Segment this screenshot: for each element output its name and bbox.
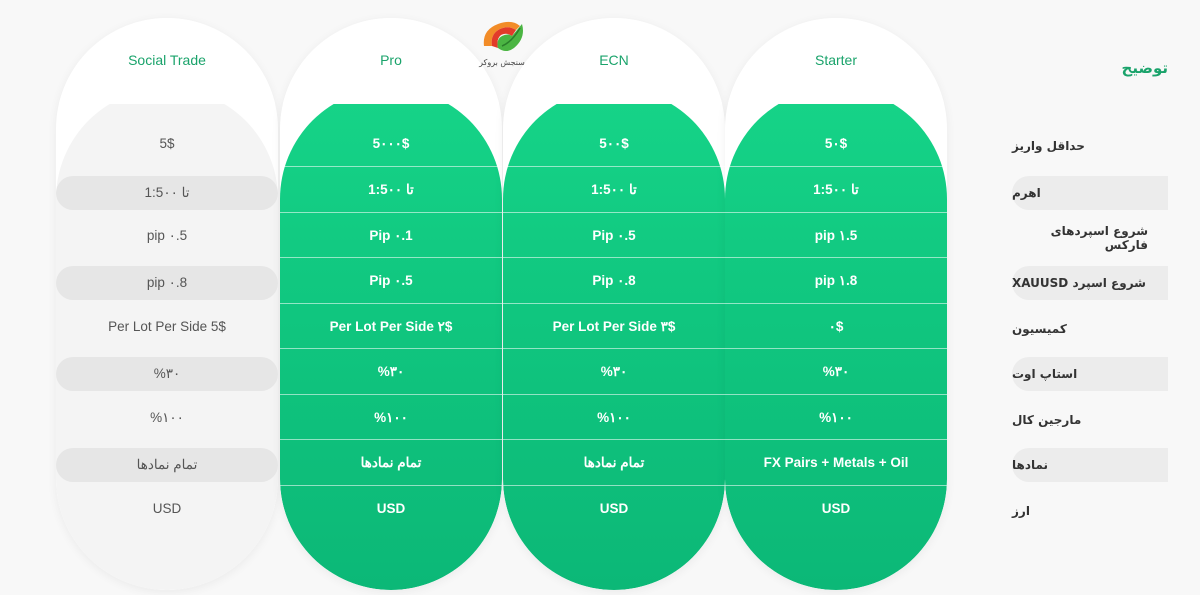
label-min-deposit: حداقل واریز [1012, 139, 1085, 153]
label-currency: ارز [1012, 504, 1030, 518]
column-header: Social Trade [56, 18, 278, 104]
cell-fx-spread: pip ۰.5 [146, 227, 188, 243]
cell-currency: USD [725, 485, 947, 531]
cell-commission: ۰$ [725, 303, 947, 349]
column-header: Pro [280, 18, 502, 104]
cell-stop-out: %۳۰ [56, 357, 278, 391]
cell-stop-out: %۳۰ [725, 348, 947, 394]
account-name: Social Trade [128, 52, 206, 68]
cell-min-deposit: 5۰$ [824, 135, 848, 151]
cell-commission: Per Lot Per Side ۳$ [503, 303, 725, 349]
description-title: توضیح [1121, 59, 1168, 77]
column-body: 5۰۰$ تا 1:5۰۰ Pip ۰.5 Pip ۰.8 Per Lot Pe… [503, 88, 725, 590]
cell-stop-out: %۳۰ [280, 348, 502, 394]
cell-min-deposit: 5$ [159, 136, 175, 151]
label-symbols: نمادها [1012, 448, 1168, 482]
label-leverage: اهرم [1012, 176, 1168, 210]
column-body: 5۰۰۰$ تا 1:5۰۰ Pip ۰.1 Pip ۰.5 Per Lot P… [280, 88, 502, 590]
label-xauusd-spread: شروع اسپرد XAUUSD [1012, 266, 1168, 300]
label-commission: کمیسیون [1012, 322, 1067, 336]
cell-min-deposit: 5۰۰۰$ [372, 135, 410, 151]
account-column-pro: Pro 5۰۰۰$ تا 1:5۰۰ Pip ۰.1 Pip ۰.5 Per L… [280, 18, 502, 590]
cell-min-deposit: 5۰۰$ [599, 135, 629, 151]
cell-leverage: تا 1:5۰۰ [280, 166, 502, 212]
logo-caption: سنجش بروکر [479, 58, 525, 67]
account-name: ECN [599, 52, 629, 68]
logo-icon [483, 21, 523, 51]
cell-symbols: تمام نمادها [503, 439, 725, 485]
cell-xauusd-spread: Pip ۰.8 [503, 257, 725, 303]
account-name: Starter [814, 52, 857, 68]
label-margin-call: مارجین کال [1012, 413, 1082, 427]
account-name: Pro [380, 52, 402, 68]
cell-stop-out: %۳۰ [503, 348, 725, 394]
label-stop-out: استاپ اوت [1012, 357, 1168, 391]
account-column-starter: Starter 5۰$ تا 1:5۰۰ pip ۱.5 pip ۱.8 ۰$ … [725, 18, 947, 590]
cell-xauusd-spread: pip ۰.8 [56, 266, 278, 300]
cell-xauusd-spread: pip ۱.8 [725, 257, 947, 303]
cell-leverage: تا 1:5۰۰ [503, 166, 725, 212]
cell-margin-call: %۱۰۰ [725, 394, 947, 440]
column-header: ECN [503, 18, 725, 104]
cell-leverage: تا 1:5۰۰ [56, 176, 278, 210]
account-column-social-trade: Social Trade 5$ تا 1:5۰۰ pip ۰.5 pip ۰.8… [56, 18, 278, 590]
cell-fx-spread: pip ۱.5 [725, 212, 947, 258]
account-column-ecn: ECN 5۰۰$ تا 1:5۰۰ Pip ۰.5 Pip ۰.8 Per Lo… [503, 18, 725, 590]
column-body: 5۰$ تا 1:5۰۰ pip ۱.5 pip ۱.8 ۰$ %۳۰ %۱۰۰… [725, 88, 947, 590]
broker-logo: سنجش بروکر [472, 16, 532, 72]
cell-commission: Per Lot Per Side ۲$ [280, 303, 502, 349]
cell-margin-call: %۱۰۰ [503, 394, 725, 440]
column-header: Starter [725, 18, 947, 104]
cell-commission: Per Lot Per Side 5$ [108, 319, 226, 334]
cell-symbols: FX Pairs + Metals + Oil [725, 439, 947, 485]
cell-fx-spread: Pip ۰.5 [503, 212, 725, 258]
cell-leverage: تا 1:5۰۰ [725, 166, 947, 212]
cell-currency: USD [503, 485, 725, 531]
cell-currency: USD [152, 501, 182, 516]
label-fx-spread: شروع اسپردهای فارکس [1050, 224, 1148, 252]
column-body: 5$ تا 1:5۰۰ pip ۰.5 pip ۰.8 Per Lot Per … [56, 88, 278, 590]
cell-xauusd-spread: Pip ۰.5 [280, 257, 502, 303]
cell-margin-call: %۱۰۰ [280, 394, 502, 440]
cell-symbols: تمام نمادها [56, 448, 278, 482]
cell-margin-call: %۱۰۰ [150, 409, 184, 425]
cell-currency: USD [280, 485, 502, 531]
cell-fx-spread: Pip ۰.1 [280, 212, 502, 258]
cell-symbols: تمام نمادها [280, 439, 502, 485]
